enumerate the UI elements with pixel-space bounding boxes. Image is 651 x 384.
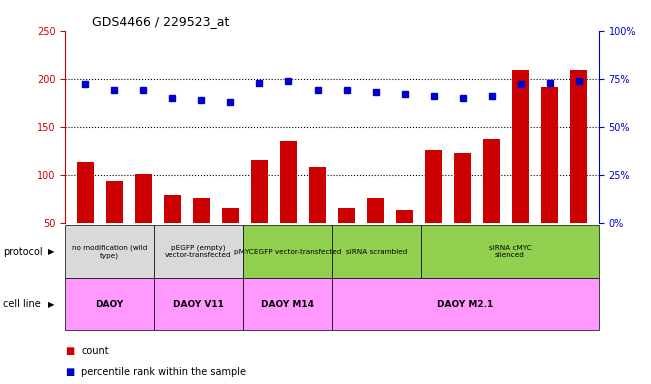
Bar <box>164 195 181 271</box>
Text: DAOY V11: DAOY V11 <box>173 300 224 309</box>
Bar <box>541 88 559 271</box>
Bar <box>280 141 298 271</box>
Bar <box>396 210 413 271</box>
Text: DAOY: DAOY <box>96 300 124 309</box>
Text: percentile rank within the sample: percentile rank within the sample <box>81 367 246 377</box>
Text: ▶: ▶ <box>48 300 54 309</box>
Text: no modification (wild
type): no modification (wild type) <box>72 245 147 258</box>
Bar <box>338 208 355 271</box>
Bar <box>367 198 384 271</box>
Text: ▶: ▶ <box>48 247 54 256</box>
Bar <box>222 208 239 271</box>
Bar <box>454 153 471 271</box>
Text: count: count <box>81 346 109 356</box>
Text: DAOY M14: DAOY M14 <box>261 300 314 309</box>
Bar <box>512 70 529 271</box>
Text: ■: ■ <box>65 346 74 356</box>
Text: siRNA cMYC
silenced: siRNA cMYC silenced <box>488 245 531 258</box>
Bar <box>193 198 210 271</box>
Text: pEGFP (empty)
vector-transfected: pEGFP (empty) vector-transfected <box>165 245 232 258</box>
Text: cell line: cell line <box>3 299 41 310</box>
Text: GDS4466 / 229523_at: GDS4466 / 229523_at <box>92 15 229 28</box>
Text: ■: ■ <box>65 367 74 377</box>
Bar <box>251 161 268 271</box>
Bar <box>483 139 500 271</box>
Bar <box>105 182 123 271</box>
Bar <box>135 174 152 271</box>
Text: protocol: protocol <box>3 247 43 257</box>
Bar <box>77 162 94 271</box>
Text: DAOY M2.1: DAOY M2.1 <box>437 300 493 309</box>
Text: siRNA scrambled: siRNA scrambled <box>346 248 407 255</box>
Text: pMYCEGFP vector-transfected: pMYCEGFP vector-transfected <box>234 248 341 255</box>
Bar <box>570 70 587 271</box>
Bar <box>425 150 442 271</box>
Bar <box>309 167 326 271</box>
